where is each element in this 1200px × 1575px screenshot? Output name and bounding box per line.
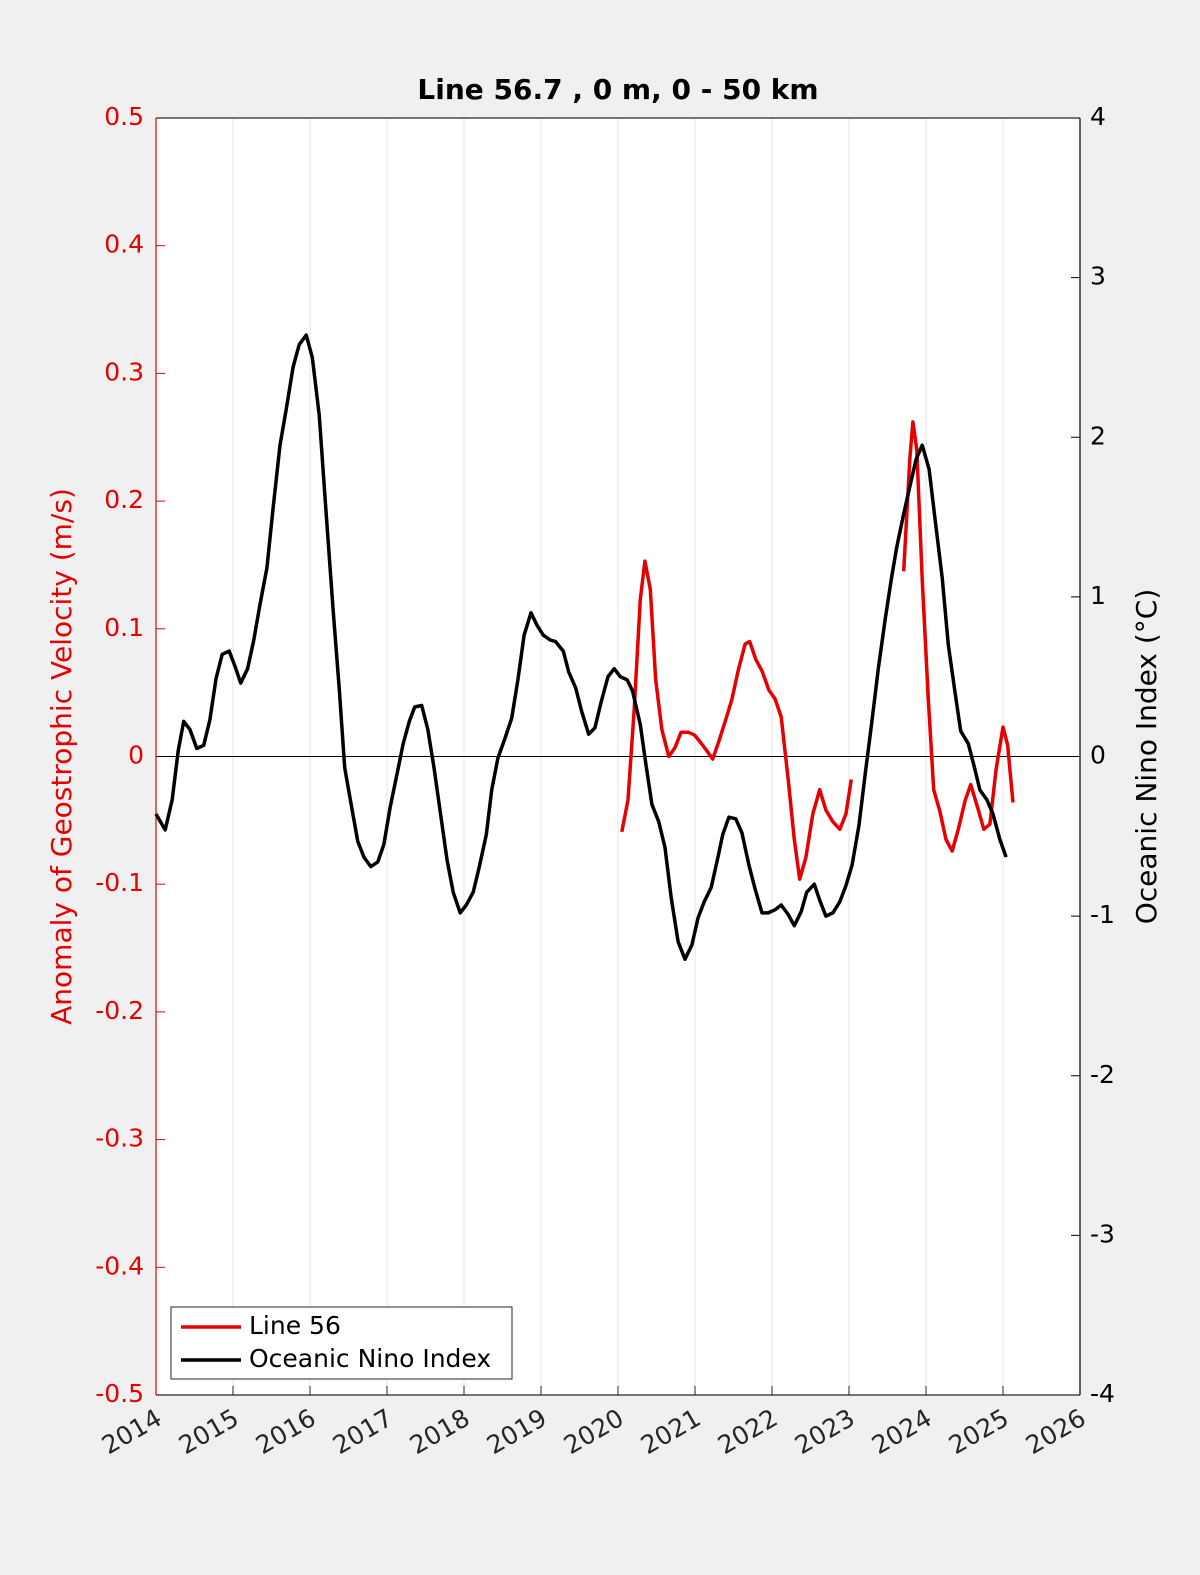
y-tick-label: 0.3 xyxy=(104,357,144,386)
y2-tick-label: 0 xyxy=(1090,741,1106,770)
y2-tick-label: 4 xyxy=(1090,102,1106,131)
y2-tick-label: 3 xyxy=(1090,262,1106,291)
y-tick-label: -0.2 xyxy=(95,996,144,1025)
legend-box xyxy=(170,1306,513,1380)
y-tick-label: -0.1 xyxy=(95,868,144,897)
y2-axis-label: Oceanic Nino Index (°C) xyxy=(1130,589,1163,925)
y-tick-label: -0.4 xyxy=(95,1251,144,1280)
y2-tick-label: -1 xyxy=(1090,900,1115,929)
y2-tick-label: -2 xyxy=(1090,1060,1115,1089)
y2-tick-label: -4 xyxy=(1090,1379,1115,1408)
legend-label: Oceanic Nino Index xyxy=(249,1344,491,1373)
series-line xyxy=(154,333,1008,961)
y-axis-label: Anomaly of Geostrophic Velocity (m/s) xyxy=(45,488,78,1025)
y-tick-label: 0.1 xyxy=(104,613,144,642)
y-tick-label: -0.3 xyxy=(95,1124,144,1153)
y-tick-label: -0.5 xyxy=(95,1379,144,1408)
y-tick-label: 0.5 xyxy=(104,102,144,131)
series-line xyxy=(620,420,1015,881)
y-tick-label: 0.2 xyxy=(104,485,144,514)
y2-tick-label: 2 xyxy=(1090,421,1106,450)
y-tick-label: 0 xyxy=(128,741,144,770)
y2-tick-label: -3 xyxy=(1090,1219,1115,1248)
y-tick-label: 0.4 xyxy=(104,230,144,259)
chart-title: Line 56.7 , 0 m, 0 - 50 km xyxy=(417,73,818,106)
legend-label: Line 56 xyxy=(249,1311,341,1340)
y2-tick-label: 1 xyxy=(1090,581,1106,610)
